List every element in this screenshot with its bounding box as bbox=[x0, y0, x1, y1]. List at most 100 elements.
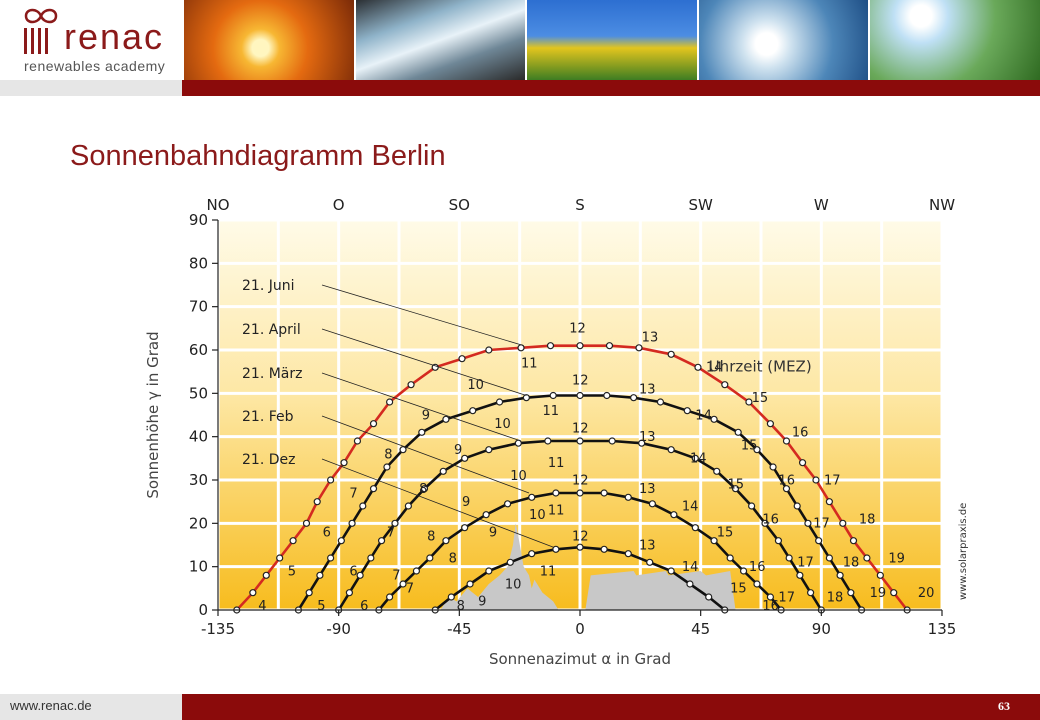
hour-label: 14 bbox=[682, 560, 699, 575]
hour-marker bbox=[782, 485, 791, 493]
hour-marker bbox=[603, 391, 611, 400]
hour-marker bbox=[262, 571, 270, 579]
header-red-band bbox=[182, 80, 1040, 96]
hour-marker bbox=[710, 415, 718, 423]
x-tick-label: -90 bbox=[326, 620, 351, 638]
y-tick-label: 60 bbox=[189, 341, 208, 359]
hour-label: 20 bbox=[918, 586, 935, 601]
hour-marker bbox=[753, 580, 761, 588]
hour-label: 7 bbox=[349, 486, 357, 501]
footer-url[interactable]: www.renac.de bbox=[10, 698, 92, 713]
time-zone-annotation: Uhrzeit (MEZ) bbox=[709, 358, 812, 376]
hour-label: 16 bbox=[792, 426, 809, 441]
hour-marker bbox=[407, 381, 415, 389]
hour-marker bbox=[769, 463, 777, 471]
hour-label: 16 bbox=[749, 560, 766, 575]
hour-marker bbox=[739, 567, 748, 575]
hour-marker bbox=[624, 493, 632, 501]
hour-marker bbox=[391, 519, 399, 527]
hour-marker bbox=[576, 543, 584, 551]
hour-marker bbox=[798, 459, 807, 467]
header-photo-strip bbox=[182, 0, 1040, 80]
hour-marker bbox=[825, 554, 833, 562]
hour-marker bbox=[683, 407, 691, 415]
hour-marker bbox=[731, 485, 740, 493]
curve-date-label: 21. März bbox=[242, 366, 302, 382]
logo-name: renac bbox=[64, 16, 165, 57]
hour-marker bbox=[635, 344, 643, 352]
hour-marker bbox=[313, 498, 321, 506]
hour-marker bbox=[807, 589, 815, 597]
hour-marker bbox=[439, 467, 447, 475]
y-tick-label: 30 bbox=[189, 471, 208, 489]
hour-label: 12 bbox=[572, 473, 589, 488]
hour-label: 13 bbox=[639, 430, 656, 445]
y-tick-label: 90 bbox=[189, 211, 208, 229]
hour-marker bbox=[482, 511, 490, 519]
footer-left bbox=[0, 694, 182, 720]
hour-marker bbox=[576, 391, 584, 400]
hour-label: 7 bbox=[392, 569, 400, 584]
hour-marker bbox=[447, 593, 455, 601]
hour-label: 11 bbox=[540, 564, 557, 579]
hour-marker bbox=[544, 437, 552, 445]
hour-marker bbox=[552, 489, 560, 497]
logo-subtitle: renewables academy bbox=[24, 58, 166, 74]
hour-marker bbox=[549, 391, 557, 400]
y-tick-label: 0 bbox=[198, 601, 208, 619]
hour-label: 10 bbox=[494, 417, 511, 432]
horizon-terrain bbox=[585, 571, 736, 610]
footer-red-band bbox=[182, 694, 1040, 720]
hour-label: 9 bbox=[478, 595, 486, 610]
hour-label: 8 bbox=[384, 447, 392, 462]
hour-label: 8 bbox=[449, 551, 457, 566]
hour-label: 6 bbox=[349, 564, 357, 579]
y-tick-label: 70 bbox=[189, 298, 208, 316]
hour-marker bbox=[302, 519, 311, 527]
hour-marker bbox=[506, 558, 514, 566]
compass-label: SO bbox=[449, 196, 470, 214]
hour-marker bbox=[552, 545, 560, 553]
hour-marker bbox=[745, 398, 753, 406]
hour-marker bbox=[485, 346, 493, 354]
hour-marker bbox=[431, 363, 439, 371]
hour-marker bbox=[289, 537, 297, 545]
hour-marker bbox=[863, 554, 871, 562]
leader-line bbox=[321, 284, 524, 347]
sun-path-1 bbox=[235, 344, 909, 611]
hour-marker bbox=[766, 420, 774, 428]
hour-marker bbox=[546, 342, 555, 350]
rapeseed-photo bbox=[525, 0, 697, 80]
hour-marker bbox=[656, 398, 665, 406]
leader-line bbox=[321, 328, 527, 396]
image-credit: www.solarpraxis.de bbox=[958, 503, 969, 600]
hour-marker bbox=[249, 589, 257, 597]
y-tick-label: 20 bbox=[189, 514, 208, 532]
x-tick-label: 45 bbox=[691, 620, 710, 638]
hour-marker bbox=[469, 407, 477, 415]
y-tick-label: 10 bbox=[189, 558, 208, 576]
hour-marker bbox=[495, 398, 504, 406]
hour-marker bbox=[442, 415, 450, 423]
hour-marker bbox=[694, 363, 702, 371]
hour-marker bbox=[782, 437, 791, 445]
hour-label: 10 bbox=[529, 508, 546, 523]
hour-marker bbox=[386, 593, 394, 601]
curve-date-label: 21. April bbox=[242, 322, 301, 338]
hour-marker bbox=[815, 537, 823, 545]
hour-marker bbox=[576, 437, 584, 445]
hour-marker bbox=[600, 545, 608, 553]
renac-logo: renac renewables academy bbox=[0, 0, 182, 96]
hour-label: 9 bbox=[422, 408, 430, 423]
y-axis-title: Sonnenhöhe γ in Grad bbox=[144, 331, 162, 498]
hour-label: 18 bbox=[827, 590, 844, 605]
hour-marker bbox=[766, 593, 774, 601]
curve-date-label: 21. Dez bbox=[242, 452, 295, 468]
hour-label: 10 bbox=[510, 469, 527, 484]
hour-marker bbox=[356, 571, 364, 579]
hour-marker bbox=[305, 589, 313, 597]
hour-label: 17 bbox=[813, 517, 830, 532]
hour-marker bbox=[348, 519, 356, 527]
hour-label: 14 bbox=[682, 499, 699, 514]
x-tick-label: 90 bbox=[812, 620, 831, 638]
